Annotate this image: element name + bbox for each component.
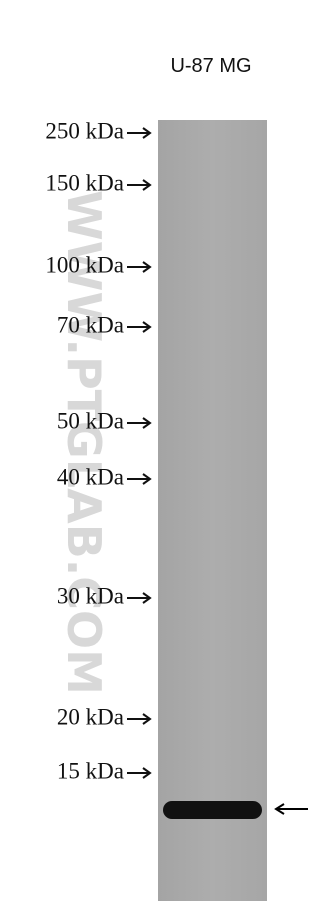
marker-label: 50 kDa xyxy=(57,408,124,433)
watermark: WWW.PTGLAB.COM xyxy=(57,190,111,695)
marker-arrow xyxy=(127,127,152,139)
marker-label: 70 kDa xyxy=(57,312,124,337)
band xyxy=(163,801,262,819)
marker-arrow xyxy=(127,473,152,485)
marker-arrow xyxy=(127,767,152,779)
marker-label: 40 kDa xyxy=(57,464,124,489)
marker-arrow xyxy=(127,713,152,725)
markers: 250 kDa 150 kDa 100 kDa 70 kDa 50 kDa 40 kDa 3… xyxy=(45,118,152,783)
marker-label: 150 kDa xyxy=(45,170,124,195)
band-arrow xyxy=(274,803,308,815)
marker-label: 15 kDa xyxy=(57,758,124,783)
marker-arrow xyxy=(127,261,152,273)
marker-label: 250 kDa xyxy=(45,118,124,143)
marker-arrow xyxy=(127,179,152,191)
marker-arrow xyxy=(127,592,152,604)
marker-label: 20 kDa xyxy=(57,704,124,729)
marker-arrow xyxy=(127,417,152,429)
marker-arrow xyxy=(127,321,152,333)
lane xyxy=(158,120,267,901)
marker-label: 100 kDa xyxy=(45,252,124,277)
lane-label: U-87 MG xyxy=(170,55,251,77)
marker-label: 30 kDa xyxy=(57,583,124,608)
